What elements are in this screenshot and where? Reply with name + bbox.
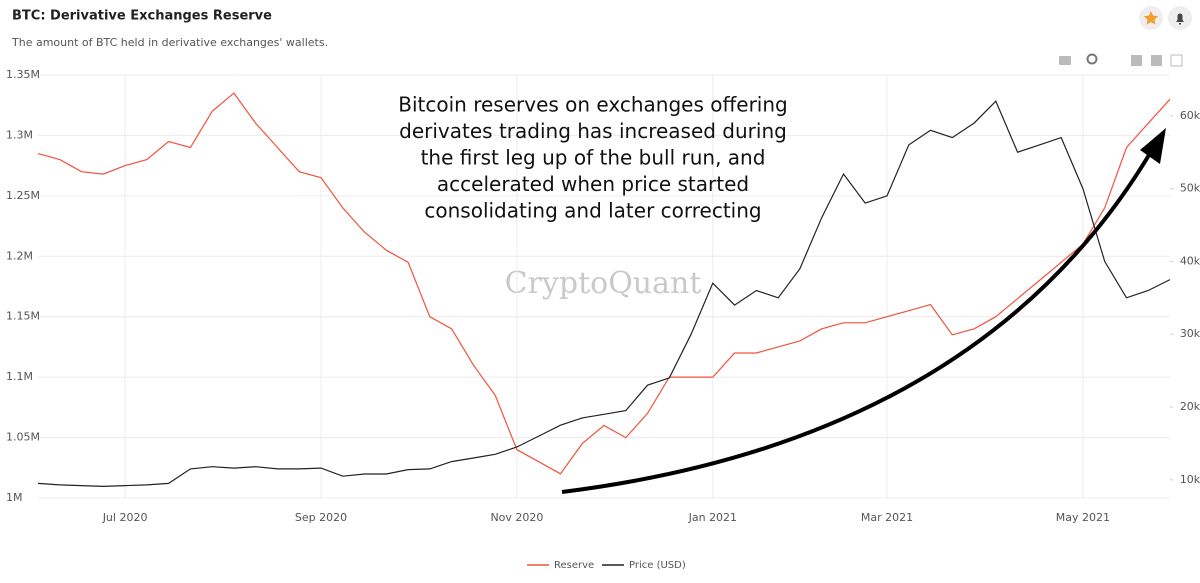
y2-tick-label: 30k — [1180, 327, 1200, 340]
y-tick-label: 1.25M — [6, 189, 40, 202]
zoom-out-icon[interactable] — [1151, 55, 1162, 66]
y2-tick-label: 60k — [1180, 109, 1200, 122]
x-tick-label: Jul 2020 — [102, 511, 148, 524]
y2-tick-label: 50k — [1180, 182, 1200, 195]
y2-tick-label: 40k — [1180, 254, 1200, 267]
series-line — [37, 92, 1171, 475]
zoom-in-icon[interactable] — [1131, 55, 1142, 66]
grid — [38, 74, 1170, 499]
y2-tick-label: 10k — [1180, 473, 1200, 486]
y-tick-label: 1.15M — [6, 310, 40, 323]
annotation-text: Bitcoin reserves on exchanges offering — [398, 93, 787, 117]
annotation-text: derivates trading has increased during — [399, 119, 787, 143]
x-tick-label: Jan 2021 — [688, 511, 737, 524]
annotation-text: consolidating and later correcting — [424, 199, 761, 223]
zoom-icon[interactable] — [1086, 53, 1098, 65]
arrow-head — [1140, 128, 1166, 164]
legend-label: Price (USD) — [629, 560, 686, 571]
toolbar — [1059, 53, 1183, 67]
x-tick-label: May 2021 — [1056, 511, 1110, 524]
camera-icon[interactable] — [1059, 56, 1071, 65]
x-tick-label: Nov 2020 — [490, 511, 543, 524]
legend-label: Reserve — [554, 560, 594, 571]
annotation-arrow — [561, 148, 1154, 494]
y-tick-label: 1.1M — [6, 370, 33, 383]
x-tick-label: Sep 2020 — [295, 511, 347, 524]
reset-icon[interactable] — [1170, 54, 1183, 67]
watermark: CryptoQuant — [505, 266, 702, 301]
annotation-text: the first leg up of the bull run, and — [421, 146, 766, 170]
y-tick-label: 1M — [6, 491, 23, 504]
chart-subtitle: The amount of BTC held in derivative exc… — [11, 36, 328, 49]
star-icon — [1143, 11, 1159, 25]
y-tick-label: 1.05M — [6, 431, 40, 444]
bell-icon — [1176, 13, 1184, 25]
y2-tick-label: 20k — [1180, 400, 1200, 413]
series-line — [37, 100, 1171, 488]
y-tick-label: 1.3M — [6, 128, 33, 141]
annotation-text: accelerated when price started — [437, 172, 749, 196]
y-tick-label: 1.2M — [6, 249, 33, 262]
chart-title: BTC: Derivative Exchanges Reserve — [12, 9, 272, 24]
y-tick-label: 1.35M — [6, 68, 40, 81]
x-tick-label: Mar 2021 — [861, 511, 913, 524]
